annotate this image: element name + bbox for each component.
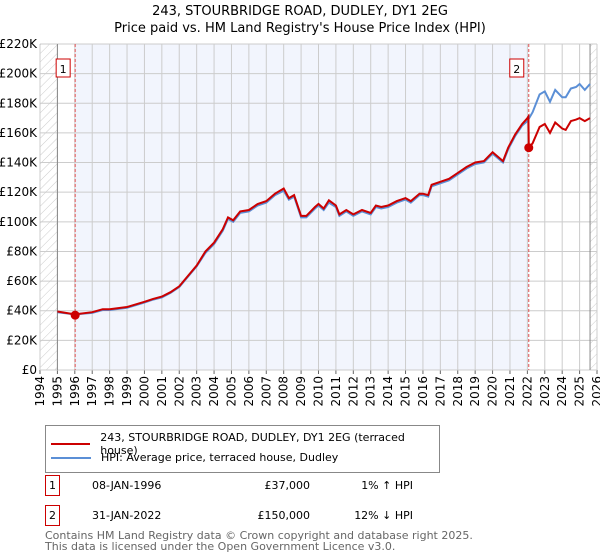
x-tick-label: 2006 [242, 376, 256, 407]
x-tick-label: 2001 [155, 376, 169, 407]
chart-subtitle: Price paid vs. HM Land Registry's House … [114, 21, 486, 36]
x-tick-label: 1999 [120, 376, 134, 407]
sale-label-box [55, 58, 71, 78]
x-tick-label: 2016 [416, 376, 430, 407]
sale-label: 1 [60, 63, 67, 76]
x-tick-label: 2018 [451, 376, 465, 407]
transaction-hpi-diff: 12% ↓ HPI [354, 509, 413, 522]
x-tick-label: 2013 [364, 376, 378, 407]
y-tick-label: £120K [0, 185, 38, 199]
transaction-price: £37,000 [264, 479, 311, 492]
x-tick-label: 1997 [85, 376, 99, 407]
x-tick-label: 1998 [103, 376, 117, 407]
y-tick-label: £60K [6, 274, 38, 288]
x-tick-label: 2021 [503, 376, 517, 407]
legend-swatch [51, 443, 91, 445]
x-tick-label: 2011 [329, 376, 343, 407]
x-tick-label: 2002 [172, 376, 186, 407]
legend: 243, STOURBRIDGE ROAD, DUDLEY, DY1 2EG (… [45, 425, 440, 473]
transaction-date: 08-JAN-1996 [92, 479, 162, 492]
x-tick-label: 2020 [486, 376, 500, 407]
footer-copyright: Contains HM Land Registry data © Crown c… [45, 529, 473, 542]
x-tick-label: 2009 [294, 376, 308, 407]
no-data-hatch-right [590, 44, 597, 370]
transaction-row: 2 31-JAN-2022 £150,000 12% ↓ HPI [45, 505, 445, 526]
sale-point [70, 310, 80, 320]
sale-label: 2 [513, 63, 520, 76]
y-tick-label: £140K [0, 156, 38, 170]
property-price-line [57, 113, 591, 316]
y-tick-label: £220K [0, 37, 38, 51]
price-chart: 1994 1995 1996 1997 1998 1999 2000 2001 2002 2003… [0, 37, 600, 407]
x-tick-label: 1996 [68, 376, 82, 407]
legend-label: HPI: Average price, terraced house, Dudl… [101, 451, 339, 464]
x-tick-label: 2026 [590, 376, 600, 407]
y-tick-label: £100K [0, 215, 38, 229]
x-tick-label: 1995 [50, 376, 64, 407]
transaction-price: £150,000 [257, 509, 311, 522]
x-tick-label: 2015 [399, 376, 413, 407]
x-tick-label: 2022 [520, 376, 534, 407]
x-tick-label: 2023 [538, 376, 552, 407]
ownership-period-shade [75, 44, 529, 370]
x-tick-label: 2024 [555, 376, 569, 407]
x-tick-label: 2000 [137, 376, 151, 407]
legend-swatch [51, 456, 91, 459]
x-tick-label: 2019 [468, 376, 482, 407]
legend-item-hpi: HPI: Average price, terraced house, Dudl… [51, 451, 338, 464]
transaction-hpi-diff: 1% ↑ HPI [361, 479, 413, 492]
x-tick-label: 2004 [207, 376, 221, 407]
no-data-hatch-left [40, 44, 58, 370]
legend-label: 243, STOURBRIDGE ROAD, DUDLEY, DY1 2EG (… [100, 431, 405, 457]
x-tick-label: 2008 [277, 376, 291, 407]
x-tick-label: 1994 [33, 376, 47, 407]
y-tick-label: £0 [22, 363, 37, 377]
x-tick-label: 2010 [312, 376, 326, 407]
x-tick-label: 2014 [381, 376, 395, 407]
y-tick-label: £80K [6, 244, 38, 258]
y-tick-label: £40K [6, 304, 38, 318]
chart-title: 243, STOURBRIDGE ROAD, DUDLEY, DY1 2EG [152, 4, 448, 19]
x-tick-label: 2007 [259, 376, 273, 407]
transaction-number: 1 [45, 475, 60, 496]
y-tick-label: £200K [0, 67, 38, 81]
x-tick-label: 2025 [573, 376, 587, 407]
y-tick-label: £160K [0, 126, 38, 140]
footer: Contains HM Land Registry data © Crown c… [45, 530, 473, 552]
x-tick-label: 2003 [190, 376, 204, 407]
legend-item-property: 243, STOURBRIDGE ROAD, DUDLEY, DY1 2EG (… [51, 431, 439, 457]
transaction-date: 31-JAN-2022 [92, 509, 162, 522]
sale-point [524, 143, 534, 153]
transaction-number: 2 [45, 505, 60, 526]
x-tick-label: 2005 [224, 376, 238, 407]
footer-licence: This data is licensed under the Open Gov… [45, 540, 396, 553]
sale-label-box [509, 58, 525, 78]
x-tick-label: 2012 [346, 376, 360, 407]
x-tick-label: 2017 [433, 376, 447, 407]
y-tick-label: £180K [0, 96, 38, 110]
transaction-row: 1 08-JAN-1996 £37,000 1% ↑ HPI [45, 475, 445, 496]
y-tick-label: £20K [6, 333, 38, 347]
